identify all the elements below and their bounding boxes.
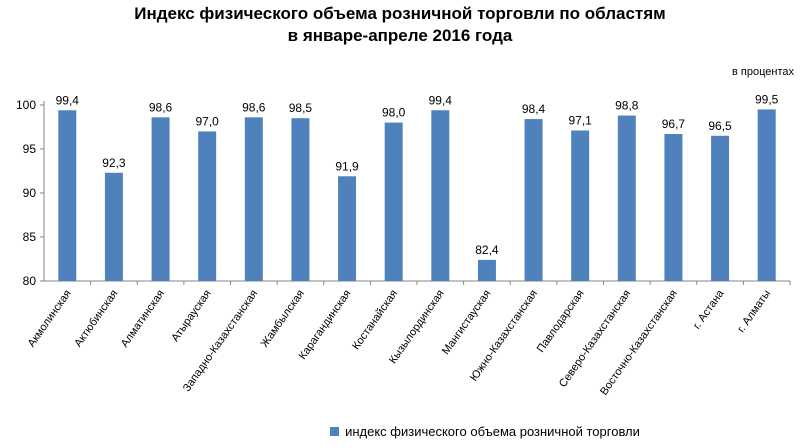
data-label: 98,4 [522, 102, 546, 116]
y-tick-label: 90 [23, 186, 37, 200]
category-label: Карагандинская [297, 288, 354, 362]
bar [338, 176, 357, 281]
bar [58, 110, 77, 281]
data-label: 99,5 [755, 92, 779, 106]
category-label: Атырауская [169, 288, 213, 344]
y-tick-label: 85 [23, 230, 37, 244]
data-label: 98,5 [289, 101, 313, 115]
y-tick-label: 100 [16, 98, 36, 112]
category-label: Костанайская [350, 288, 400, 352]
unit-label: в процентах [732, 66, 794, 78]
bar [244, 117, 263, 281]
bar [524, 119, 543, 281]
category-label: Актюбинская [72, 288, 120, 350]
data-label: 99,4 [56, 93, 80, 107]
category-label: Восточно-Казахстанская [598, 288, 680, 398]
legend: индекс физического объема розничной торг… [0, 424, 800, 439]
bar [477, 259, 496, 281]
bar [571, 130, 590, 281]
bar [151, 117, 170, 281]
category-label: г. Алматы [735, 288, 773, 335]
data-label: 98,8 [615, 99, 639, 113]
data-label: 97,0 [196, 114, 220, 128]
category-label: Жамбылская [259, 288, 307, 350]
data-label: 99,4 [429, 93, 453, 107]
chart-title-line-1: Индекс физического объема розничной торг… [134, 4, 666, 23]
data-label: 98,6 [149, 100, 173, 114]
category-label: г. Астана [691, 287, 727, 331]
legend-label: индекс физического объема розничной торг… [345, 424, 640, 439]
bar [757, 109, 776, 282]
bar [617, 115, 636, 281]
bar [104, 172, 123, 281]
y-tick-label: 95 [23, 142, 37, 156]
y-tick-label: 80 [23, 274, 37, 288]
bar [198, 131, 217, 281]
category-label: Мангистауская [440, 288, 493, 357]
bar [431, 110, 450, 281]
data-label: 92,3 [102, 156, 126, 170]
data-label: 82,4 [475, 243, 499, 257]
bar [711, 135, 730, 281]
category-label: Павлодарская [535, 288, 587, 355]
bar [664, 134, 683, 281]
data-label: 97,1 [569, 114, 593, 128]
data-label: 96,5 [708, 119, 732, 133]
bar [291, 118, 310, 281]
chart-title-line-2: в январе-апреле 2016 года [287, 26, 513, 45]
category-label: Алматинская [119, 288, 167, 350]
data-label: 91,9 [335, 159, 359, 173]
data-label: 98,6 [242, 100, 266, 114]
legend-swatch [330, 427, 340, 436]
bar [384, 122, 403, 281]
data-label: 96,7 [662, 117, 686, 131]
data-label: 98,0 [382, 106, 406, 120]
category-label: Акмолинская [26, 288, 74, 350]
